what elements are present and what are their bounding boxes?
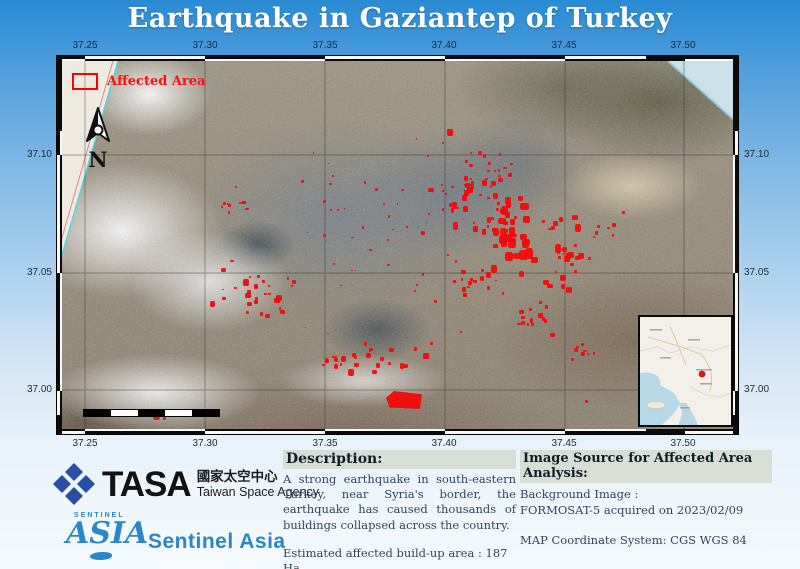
lat-label-right: 37.05 [744, 267, 770, 278]
coordinate-system-line: MAP Coordinate System: CGS WGS 84 [520, 533, 747, 548]
lon-label-bottom: 37.30 [192, 438, 218, 449]
sentinel-asia-logo: SENTINEL ASIA Sentinel Asia [66, 512, 286, 560]
lon-label-bottom: 37.25 [72, 438, 98, 449]
lon-label-bottom: 37.50 [670, 438, 696, 449]
lon-label-bottom: 37.35 [312, 438, 338, 449]
scale-bar [83, 409, 220, 417]
lat-label-left: 37.00 [26, 384, 52, 395]
lon-label-top: 37.25 [72, 40, 98, 51]
background-image-value: FORMOSAT-5 acquired on 2023/02/09 [520, 502, 744, 517]
image-source-header: Image Source for Affected Area Analysis: [520, 450, 772, 483]
sentinel-asia-label: Sentinel Asia [148, 530, 286, 553]
sentinel-asia-logo-icon: SENTINEL ASIA [66, 512, 148, 560]
description-header: Description: [283, 450, 516, 469]
legend: Affected Area [72, 73, 205, 90]
asia-stylized-text: ASIA [66, 516, 149, 551]
tasa-logo: TASA 國家太空中心 Taiwan Space Agency [52, 462, 319, 506]
page-title: Earthquake in Gaziantep of Turkey [127, 3, 673, 34]
texture-layer [62, 61, 733, 429]
tasa-english-name: Taiwan Space Agency [196, 484, 319, 499]
swath-and-grid-layer [62, 61, 733, 429]
neatline [60, 56, 62, 434]
description-body: A strong earthquake in south-eastern Tur… [283, 472, 516, 532]
north-arrow-icon [86, 107, 110, 142]
neatline [735, 56, 738, 434]
lat-label-right: 37.00 [744, 384, 770, 395]
neatline [57, 56, 60, 434]
neatline [733, 56, 735, 434]
legend-label: Affected Area [107, 74, 206, 89]
tasa-wordmark: TASA [102, 464, 192, 504]
event-location-dot [698, 370, 706, 378]
lon-label-top: 37.40 [431, 40, 457, 51]
sentinel-small-text: SENTINEL [74, 512, 125, 519]
affected-area-swatch [72, 73, 98, 90]
lon-label-top: 37.45 [551, 40, 577, 51]
lon-label-top: 37.30 [192, 40, 218, 51]
neatline [57, 429, 738, 431]
satellite-map: Affected Area N [56, 55, 739, 435]
inset-locator-map [638, 315, 733, 427]
lon-label-bottom: 37.45 [551, 438, 577, 449]
background-image-label: Background Image : [520, 487, 639, 501]
satellite-image: Affected Area N [62, 61, 733, 429]
inset-map-graphic [640, 317, 731, 425]
lon-label-bottom: 37.40 [431, 438, 457, 449]
image-source-section: Image Source for Affected Area Analysis:… [520, 450, 772, 549]
north-label: N [88, 147, 108, 172]
lon-label-top: 37.50 [670, 40, 696, 51]
landmass-shape [90, 552, 112, 560]
neatline [57, 431, 738, 434]
tasa-chinese-name: 國家太空中心 [196, 469, 278, 485]
neatline [57, 56, 738, 59]
lon-label-top: 37.35 [312, 40, 338, 51]
tasa-logo-icon [53, 463, 95, 505]
lat-label-left: 37.10 [26, 149, 52, 160]
description-section: Description: A strong earthquake in sout… [283, 450, 516, 569]
neatline [57, 59, 738, 61]
estimate-line: Estimated affected build-up area : 187 H… [283, 545, 508, 569]
north-arrow: N [80, 107, 116, 170]
lat-label-left: 37.05 [26, 267, 52, 278]
lat-label-right: 37.10 [744, 149, 770, 160]
